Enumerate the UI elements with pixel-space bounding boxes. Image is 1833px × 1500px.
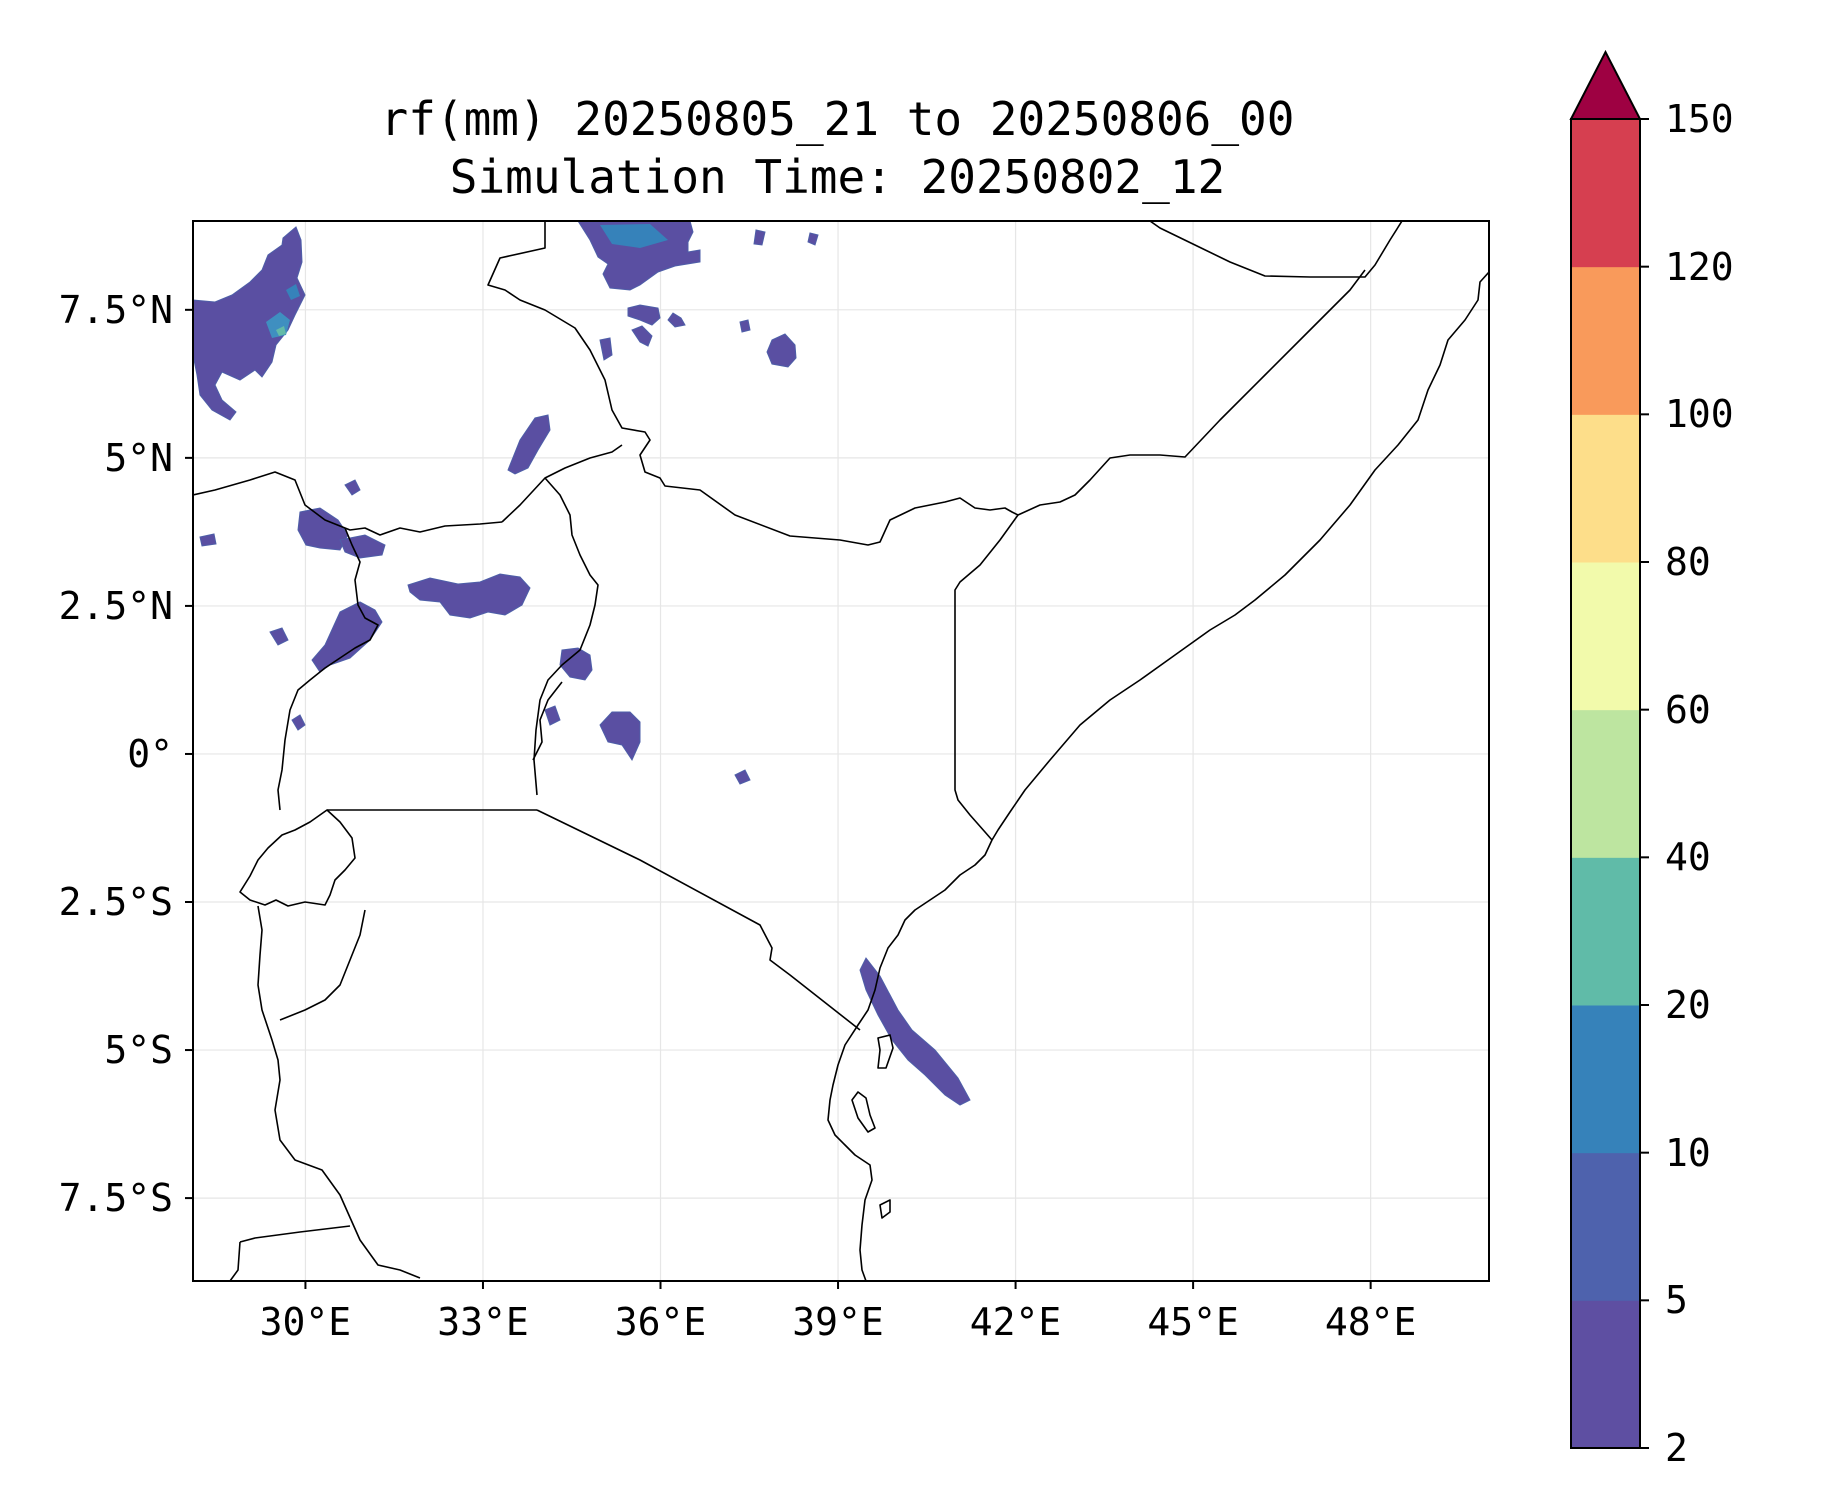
rain-patch-uganda-north bbox=[407, 573, 531, 619]
rainfall-higher bbox=[266, 224, 668, 338]
x-tick-label: 39°E bbox=[792, 1300, 884, 1344]
somaliland-border bbox=[1149, 221, 1403, 278]
uganda-kenya-border bbox=[533, 477, 599, 796]
rain-patch-north-7 bbox=[739, 319, 751, 333]
x-tick-label: 33°E bbox=[437, 1300, 529, 1344]
pemba-island bbox=[877, 1034, 894, 1069]
kenya-tanzania-border bbox=[536, 809, 861, 1031]
sudan-ethiopia-border bbox=[487, 221, 1019, 546]
y-tick-label: 7.5°N bbox=[58, 287, 173, 332]
colorbar-bin bbox=[1571, 857, 1640, 1006]
x-tick-label: 48°E bbox=[1324, 1300, 1417, 1344]
rain-patch-small-4 bbox=[544, 705, 561, 726]
rain-patch-nw bbox=[193, 226, 306, 421]
colorbar-bin bbox=[1571, 562, 1640, 711]
mafia-island bbox=[879, 1199, 891, 1219]
rain-patch-north-9 bbox=[807, 232, 819, 246]
x-ticks bbox=[304, 1281, 1372, 1289]
zambia-edge bbox=[229, 1241, 241, 1281]
colorbar-extend-arrow bbox=[1569, 49, 1642, 120]
colorbar-bin bbox=[1571, 119, 1640, 268]
rain-patch-small-2 bbox=[291, 714, 306, 731]
tanzania-west bbox=[279, 909, 366, 1021]
colorbar-tick-label: 40 bbox=[1665, 835, 1711, 880]
zambia-border bbox=[239, 1225, 351, 1243]
colorbar-bin bbox=[1571, 709, 1640, 858]
colorbar-tick-label: 2 bbox=[1665, 1426, 1688, 1470]
y-tick-label: 7.5°S bbox=[58, 1176, 173, 1221]
x-tick-label: 30°E bbox=[259, 1300, 352, 1344]
x-tick-label: 36°E bbox=[614, 1300, 707, 1344]
y-tick-label: 0° bbox=[127, 731, 173, 776]
rain-patch-north-8 bbox=[753, 229, 766, 246]
rain-patch-blue-n bbox=[600, 224, 668, 248]
rain-patch-pemba-coast bbox=[859, 957, 971, 1106]
y-tick-label: 2.5°S bbox=[58, 880, 173, 924]
colorbar-tick-label: 120 bbox=[1665, 244, 1734, 289]
lake-victoria-shore bbox=[532, 681, 563, 761]
x-tick-label: 45°E bbox=[1147, 1300, 1239, 1344]
south-sudan-kenya-border bbox=[501, 444, 623, 523]
y-tick-label: 2.5°N bbox=[58, 583, 173, 628]
uganda-drc-border bbox=[277, 527, 379, 811]
colorbar-bin bbox=[1571, 1152, 1640, 1301]
colorbar-tick-label: 5 bbox=[1665, 1278, 1688, 1323]
colorbar-frame bbox=[1570, 118, 1641, 1449]
colorbar-tick-label: 10 bbox=[1665, 1130, 1711, 1175]
rain-patch-small-3 bbox=[199, 533, 217, 547]
rain-patch-north-3 bbox=[667, 312, 686, 328]
colorbar-tick-label: 60 bbox=[1665, 687, 1711, 732]
rain-patch-north-4 bbox=[631, 325, 653, 347]
chart-subtitle: Simulation Time: 20250802_12 bbox=[449, 150, 1226, 204]
rainfall-contours bbox=[193, 221, 971, 1106]
colorbar-bin bbox=[1571, 266, 1640, 415]
somalia-coast bbox=[827, 271, 1489, 1281]
x-tick-label: 42°E bbox=[969, 1300, 1062, 1344]
rain-patch-blue-sn bbox=[286, 284, 300, 300]
rain-patch-kenya-west bbox=[599, 711, 641, 762]
lake-tanganyika-east bbox=[257, 905, 421, 1279]
y-tick-label: 5°S bbox=[104, 1028, 173, 1073]
rain-patch-north-6 bbox=[766, 333, 797, 368]
colorbar-tick-label: 20 bbox=[1665, 983, 1711, 1027]
rwanda-burundi bbox=[239, 809, 356, 907]
kenya-somalia-border bbox=[954, 514, 1019, 841]
colorbar-bin bbox=[1571, 1300, 1640, 1449]
gridlines bbox=[193, 221, 1489, 1281]
rain-patch-west-2 bbox=[344, 479, 361, 496]
south-sudan-uganda-border bbox=[193, 471, 503, 536]
rain-patch-south-sudan bbox=[507, 414, 551, 475]
rain-patch-west-3 bbox=[339, 534, 386, 559]
rain-patch-north-2 bbox=[627, 304, 661, 326]
colorbar-bin bbox=[1571, 414, 1640, 563]
colorbar-tick-label: 150 bbox=[1665, 97, 1734, 141]
ethiopia-somalia-border bbox=[1017, 269, 1366, 516]
rain-patch-uganda-lake bbox=[311, 601, 383, 673]
rain-patch-small-1 bbox=[269, 627, 289, 646]
colorbar-tick-label: 80 bbox=[1665, 540, 1711, 584]
colorbar-tick-label: 100 bbox=[1665, 392, 1734, 437]
rain-patch-west-1 bbox=[297, 507, 349, 551]
zanzibar-island bbox=[851, 1091, 876, 1133]
y-ticks bbox=[185, 308, 193, 1200]
colorbar-bin bbox=[1571, 1005, 1640, 1154]
rain-patch-teal-nw bbox=[276, 326, 286, 336]
map-frame bbox=[192, 220, 1490, 1282]
map-boundaries bbox=[193, 221, 1489, 1281]
chart-title: rf(mm) 20250805_21 to 20250806_00 bbox=[380, 92, 1295, 146]
rain-patch-kenya-central bbox=[734, 769, 751, 785]
rain-patch-north-5 bbox=[599, 337, 613, 361]
y-tick-label: 5°N bbox=[104, 435, 173, 480]
